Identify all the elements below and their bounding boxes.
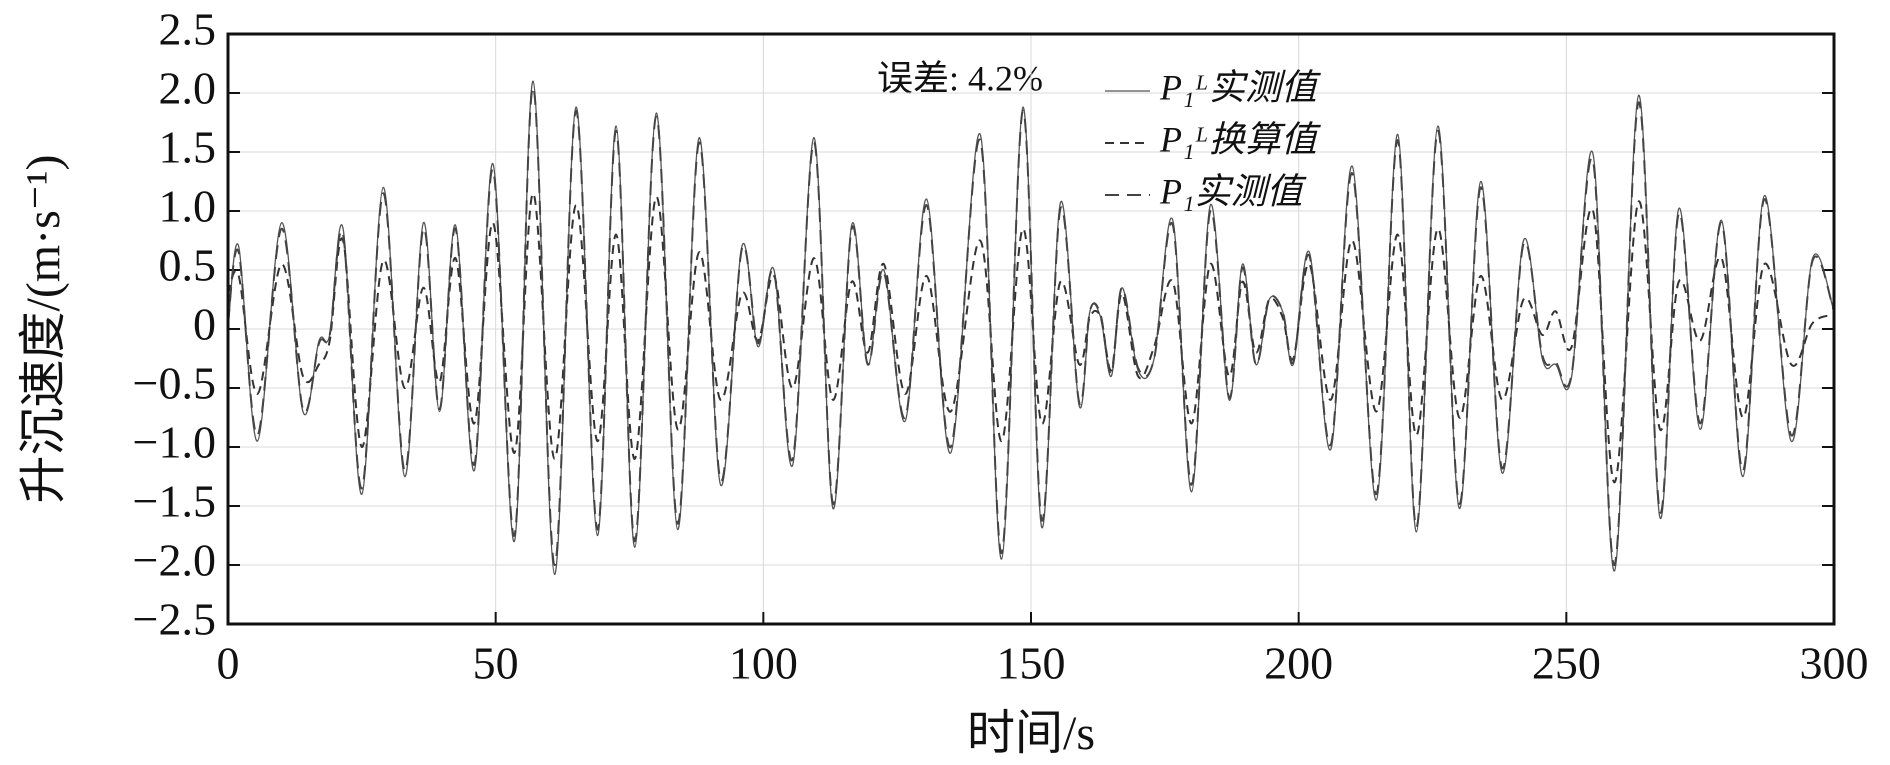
x-tick-label: 200	[1264, 638, 1333, 689]
y-tick-label: −1.0	[133, 417, 216, 468]
y-tick-label: 0.5	[159, 240, 217, 291]
series-line	[228, 192, 1834, 484]
x-tick-label: 50	[473, 638, 519, 689]
x-tick-label: 100	[729, 638, 798, 689]
y-tick-label: 1.0	[159, 181, 217, 232]
plot-frame	[226, 32, 1836, 626]
series-line	[228, 86, 1834, 567]
y-tick-label: 0	[193, 299, 216, 350]
y-axis-label: 升沉速度/(m·s⁻¹)	[17, 154, 70, 503]
y-tick-label: 2.0	[159, 63, 217, 114]
annotation: 误差: 4.2%	[877, 58, 1043, 98]
x-tick-label: 150	[997, 638, 1066, 689]
x-tick-label: 250	[1532, 638, 1601, 689]
x-tick-label: 0	[217, 638, 240, 689]
y-tick-label: 2.5	[159, 4, 217, 55]
x-tick-label: 300	[1800, 638, 1869, 689]
y-tick-label: −1.5	[133, 476, 216, 527]
legend-label: P₁实测值	[1159, 171, 1308, 211]
y-tick-label: −2.5	[133, 594, 216, 645]
y-tick-label: −0.5	[133, 358, 216, 409]
y-tick-label: 1.5	[159, 122, 217, 173]
x-axis-label: 时间/s	[967, 707, 1095, 760]
legend-label: P₁ᴸ换算值	[1159, 119, 1322, 159]
legend-label: P₁ᴸ实测值	[1159, 67, 1322, 107]
y-tick-label: −2.0	[133, 535, 216, 586]
